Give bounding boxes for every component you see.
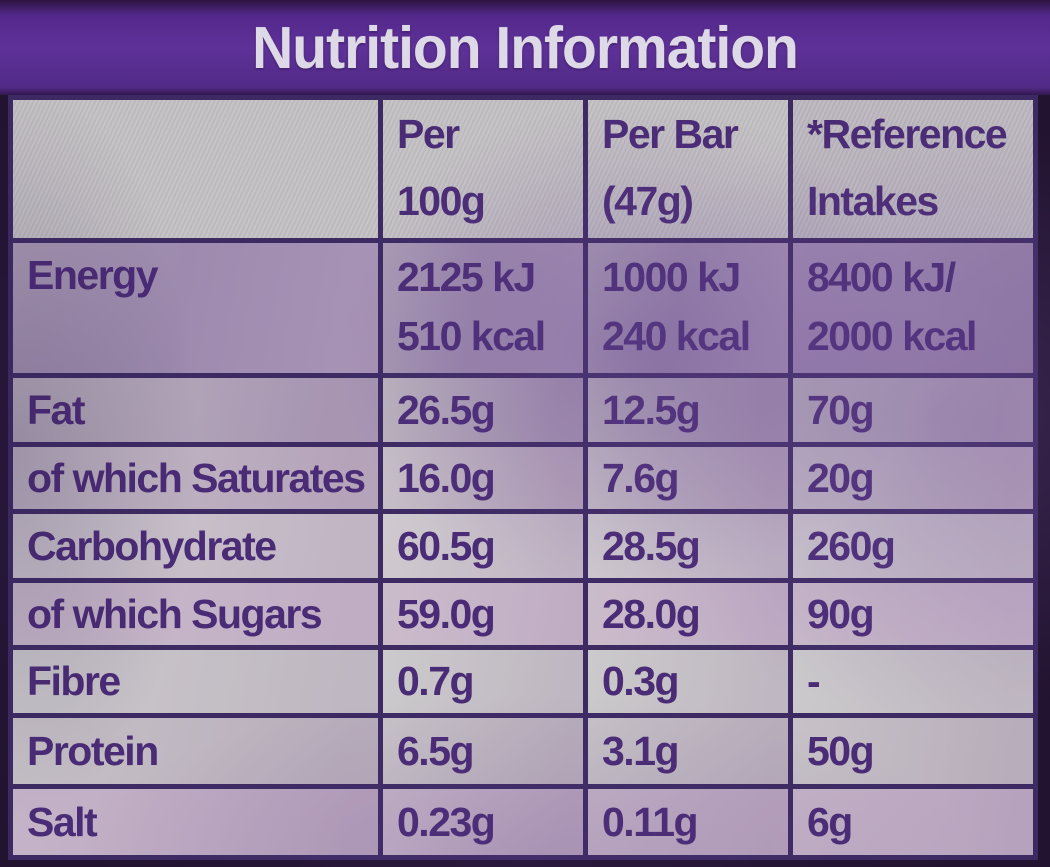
header-per-bar: Per Bar (47g) [588, 100, 788, 238]
row-saturates-per-bar: 7.6g [588, 447, 788, 509]
header-blank-cell [13, 100, 378, 238]
row-energy-per-100g: 2125 kJ 510 kcal [383, 243, 583, 373]
row-carbohydrate-per-bar: 28.5g [588, 514, 788, 578]
row-energy-per-bar: 1000 kJ 240 kcal [588, 243, 788, 373]
row-saturates-reference: 20g [793, 447, 1033, 509]
row-energy-label: Energy [13, 243, 378, 373]
row-fibre-per-bar: 0.3g [588, 650, 788, 713]
row-fibre-reference: - [793, 650, 1033, 713]
page-title: Nutrition Information [252, 14, 799, 81]
row-fat-label: Fat [13, 378, 378, 442]
title-banner: Nutrition Information [0, 0, 1050, 95]
header-reference-intakes: *Reference Intakes [793, 100, 1033, 238]
header-per-100g: Per 100g [383, 100, 583, 238]
row-protein-reference: 50g [793, 718, 1033, 784]
row-energy-reference: 8400 kJ/ 2000 kcal [793, 243, 1033, 373]
row-fat-per-bar: 12.5g [588, 378, 788, 442]
row-fat-per-100g: 26.5g [383, 378, 583, 442]
row-carbohydrate-per-100g: 60.5g [383, 514, 583, 578]
row-salt-reference: 6g [793, 789, 1033, 855]
row-saturates-label: of which Saturates [13, 447, 378, 509]
row-protein-per-bar: 3.1g [588, 718, 788, 784]
row-sugars-reference: 90g [793, 583, 1033, 645]
row-salt-label: Salt [13, 789, 378, 855]
nutrition-table: Per 100g Per Bar (47g) *Reference Intake… [8, 95, 1038, 860]
row-saturates-per-100g: 16.0g [383, 447, 583, 509]
row-sugars-label: of which Sugars [13, 583, 378, 645]
row-sugars-per-bar: 28.0g [588, 583, 788, 645]
row-salt-per-bar: 0.11g [588, 789, 788, 855]
row-salt-per-100g: 0.23g [383, 789, 583, 855]
row-carbohydrate-label: Carbohydrate [13, 514, 378, 578]
row-protein-label: Protein [13, 718, 378, 784]
row-sugars-per-100g: 59.0g [383, 583, 583, 645]
row-protein-per-100g: 6.5g [383, 718, 583, 784]
row-fibre-per-100g: 0.7g [383, 650, 583, 713]
row-carbohydrate-reference: 260g [793, 514, 1033, 578]
row-fibre-label: Fibre [13, 650, 378, 713]
row-fat-reference: 70g [793, 378, 1033, 442]
